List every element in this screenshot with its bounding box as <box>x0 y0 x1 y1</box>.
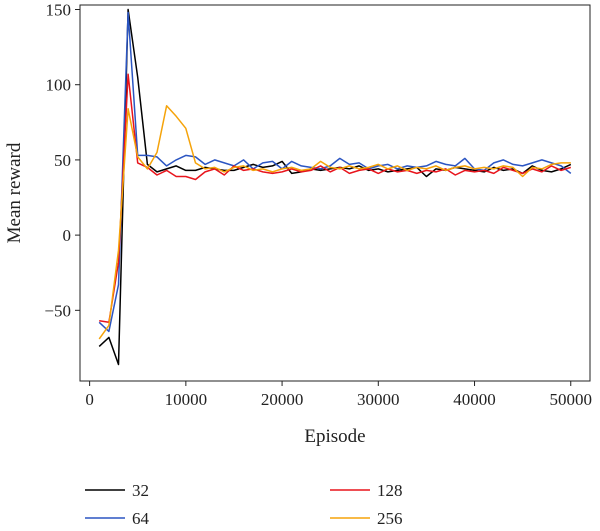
series-line-32 <box>98 8 572 366</box>
legend: 32 64 128 256 <box>85 481 403 528</box>
legend-item-64: 64 <box>85 509 150 528</box>
y-tick-label: 50 <box>54 151 71 170</box>
x-tick-label: 30000 <box>357 390 400 409</box>
y-tick-label: 100 <box>46 76 72 95</box>
y-axis-title: Mean reward <box>4 142 25 243</box>
series-line-128 <box>99 73 572 324</box>
x-axis-title: Episode <box>304 426 365 447</box>
x-tick-label: 20000 <box>261 390 304 409</box>
x-tick-label: 40000 <box>453 390 496 409</box>
legend-item-128: 128 <box>330 481 403 500</box>
legend-label: 64 <box>132 509 150 528</box>
legend-label: 32 <box>132 481 149 500</box>
x-tick-label: 50000 <box>550 390 593 409</box>
legend-label: 256 <box>377 509 403 528</box>
series-line-256 <box>98 105 571 340</box>
x-tick-label: 0 <box>85 390 94 409</box>
x-tick-label: 10000 <box>165 390 208 409</box>
series-line-64 <box>98 11 572 333</box>
y-tick-label: 150 <box>46 1 72 20</box>
y-tick-label: 0 <box>63 226 72 245</box>
legend-item-256: 256 <box>330 509 403 528</box>
legend-item-32: 32 <box>85 481 149 500</box>
plot-frame <box>79 4 591 382</box>
plot-area: 0 10000 20000 30000 40000 50000 −50 0 50 100 150 Ep… <box>4 1 592 447</box>
legend-label: 128 <box>377 481 403 500</box>
y-tick-label: −50 <box>44 301 71 320</box>
